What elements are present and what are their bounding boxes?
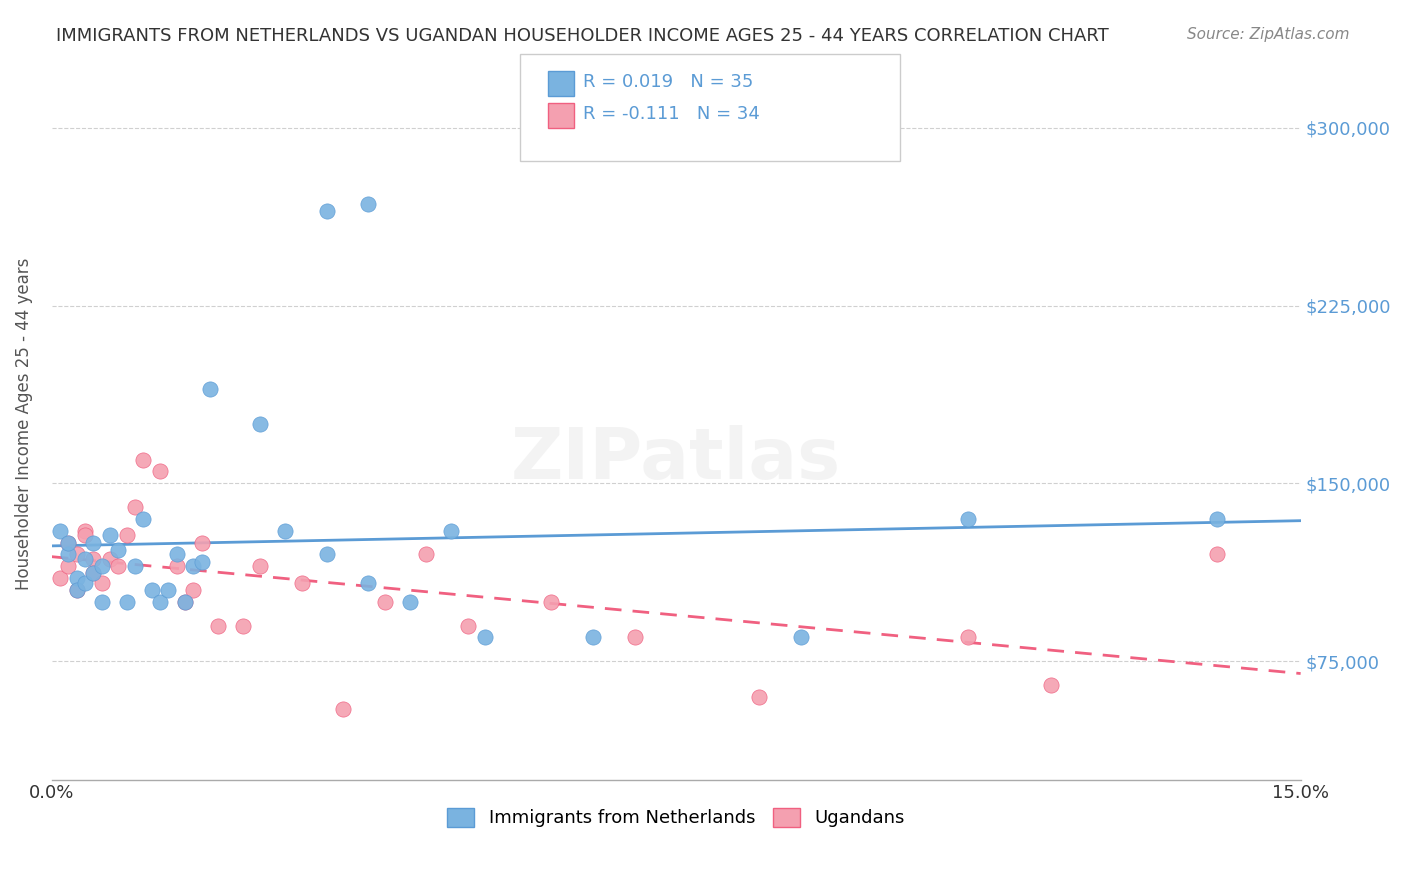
Point — [49, 524, 72, 538]
Point — [440, 524, 463, 538]
Point — [115, 595, 138, 609]
Text: Source: ZipAtlas.com: Source: ZipAtlas.com — [1187, 27, 1350, 42]
Point — [1206, 512, 1229, 526]
Point — [141, 582, 163, 597]
Point — [66, 582, 89, 597]
Point — [181, 559, 204, 574]
Point — [181, 582, 204, 597]
Point — [107, 559, 129, 574]
Text: IMMIGRANTS FROM NETHERLANDS VS UGANDAN HOUSEHOLDER INCOME AGES 25 - 44 YEARS COR: IMMIGRANTS FROM NETHERLANDS VS UGANDAN H… — [56, 27, 1109, 45]
Point — [290, 575, 312, 590]
Point — [90, 595, 112, 609]
Point — [166, 559, 188, 574]
Point — [58, 535, 80, 549]
Point — [790, 631, 813, 645]
Point — [249, 559, 271, 574]
Point — [190, 535, 212, 549]
Y-axis label: Householder Income Ages 25 - 44 years: Householder Income Ages 25 - 44 years — [15, 258, 32, 591]
Point — [582, 631, 605, 645]
Point — [124, 559, 146, 574]
Point — [357, 575, 380, 590]
Point — [207, 618, 229, 632]
Point — [623, 631, 645, 645]
Point — [82, 552, 104, 566]
Point — [174, 595, 197, 609]
Point — [73, 528, 96, 542]
Point — [190, 555, 212, 569]
Point — [149, 465, 172, 479]
Point — [315, 203, 337, 218]
Point — [415, 548, 437, 562]
Point — [398, 595, 420, 609]
Point — [157, 582, 180, 597]
Point — [66, 571, 89, 585]
Text: ZIPatlas: ZIPatlas — [512, 425, 841, 494]
Point — [98, 528, 121, 542]
Point — [107, 542, 129, 557]
Point — [49, 571, 72, 585]
Point — [90, 575, 112, 590]
Point — [90, 559, 112, 574]
Point — [357, 196, 380, 211]
Point — [132, 452, 155, 467]
Point — [73, 552, 96, 566]
Point — [166, 548, 188, 562]
Point — [124, 500, 146, 514]
Point — [748, 690, 770, 704]
Point — [58, 548, 80, 562]
Point — [1039, 678, 1062, 692]
Point — [73, 575, 96, 590]
Point — [374, 595, 396, 609]
Point — [82, 566, 104, 581]
Text: R = 0.019   N = 35: R = 0.019 N = 35 — [583, 73, 754, 91]
Point — [956, 631, 979, 645]
Legend: Immigrants from Netherlands, Ugandans: Immigrants from Netherlands, Ugandans — [440, 801, 912, 835]
Point — [198, 382, 221, 396]
Point — [66, 548, 89, 562]
Point — [232, 618, 254, 632]
Point — [115, 528, 138, 542]
Point — [82, 535, 104, 549]
Point — [66, 582, 89, 597]
Point — [1206, 548, 1229, 562]
Point — [315, 548, 337, 562]
Point — [457, 618, 479, 632]
Point — [956, 512, 979, 526]
Point — [58, 559, 80, 574]
Point — [174, 595, 197, 609]
Point — [249, 417, 271, 431]
Point — [73, 524, 96, 538]
Point — [332, 701, 354, 715]
Point — [58, 535, 80, 549]
Point — [474, 631, 496, 645]
Point — [274, 524, 297, 538]
Point — [149, 595, 172, 609]
Text: R = -0.111   N = 34: R = -0.111 N = 34 — [583, 105, 761, 123]
Point — [98, 552, 121, 566]
Point — [82, 566, 104, 581]
Point — [132, 512, 155, 526]
Point — [540, 595, 562, 609]
